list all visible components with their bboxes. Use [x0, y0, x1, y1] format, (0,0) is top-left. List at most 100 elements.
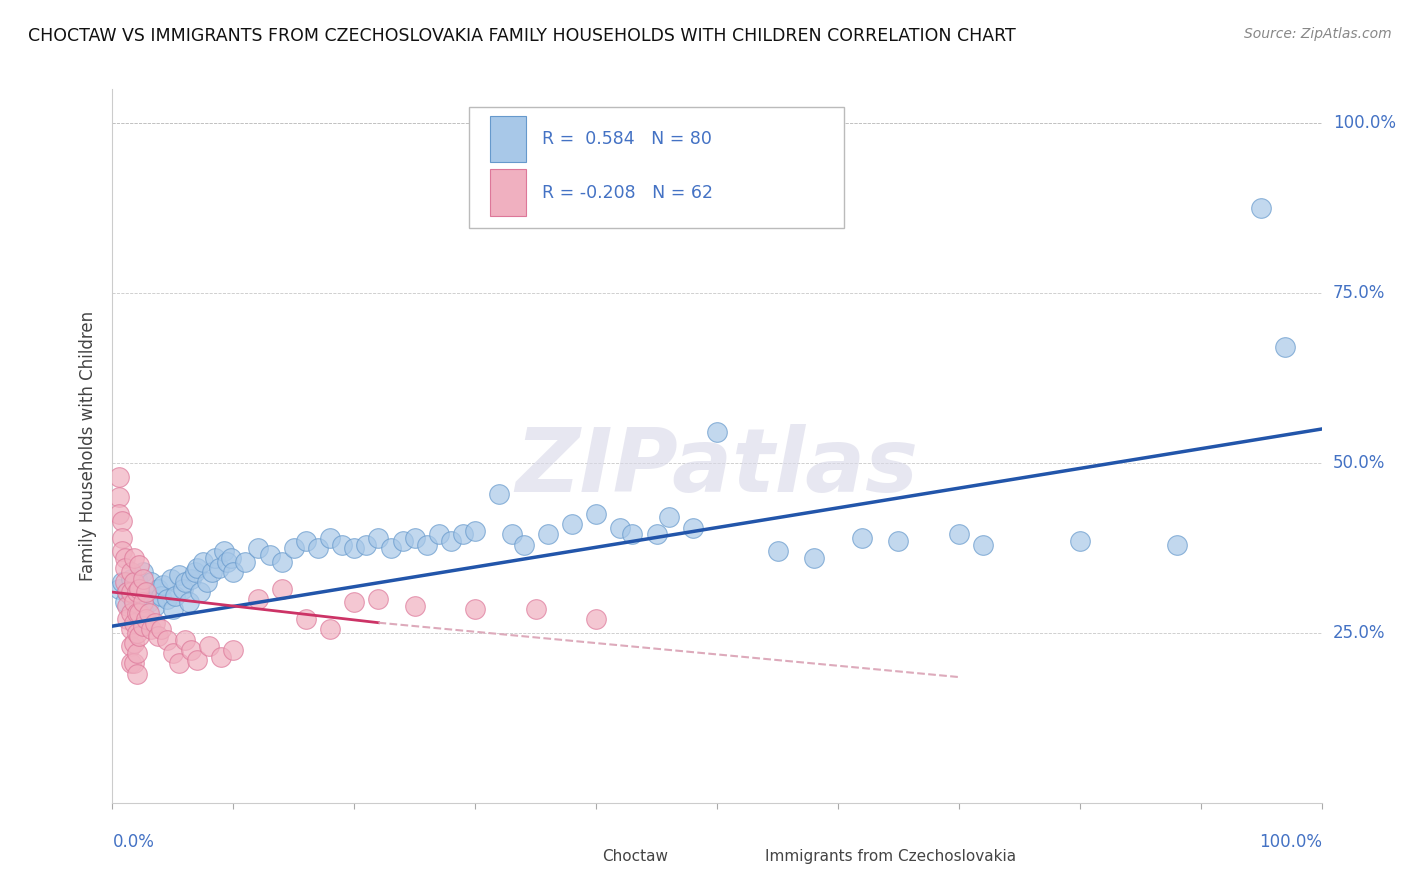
Point [149, 589, 172, 603]
Point [246, 591, 269, 606]
Point [222, 565, 245, 579]
Point [380, 541, 402, 555]
Point [191, 555, 214, 569]
Point [125, 626, 148, 640]
Point [120, 657, 142, 671]
Point [209, 649, 232, 664]
Point [120, 565, 142, 579]
Point [217, 555, 239, 569]
Point [159, 572, 181, 586]
Point [427, 527, 450, 541]
Point [135, 585, 157, 599]
Text: 50.0%: 50.0% [1333, 454, 1385, 472]
Point [120, 589, 142, 603]
Point [132, 565, 155, 579]
Point [851, 531, 873, 545]
Point [125, 666, 148, 681]
Point [512, 537, 534, 551]
Point [585, 507, 607, 521]
Point [1069, 534, 1091, 549]
Point [404, 531, 426, 545]
Point [148, 582, 170, 596]
FancyBboxPatch shape [470, 107, 844, 228]
Point [115, 585, 138, 599]
Point [488, 486, 510, 500]
Point [122, 574, 145, 589]
Point [319, 623, 342, 637]
Point [107, 507, 129, 521]
Point [295, 534, 318, 549]
Point [222, 643, 245, 657]
Text: 100.0%: 100.0% [1258, 833, 1322, 851]
Point [295, 612, 318, 626]
Point [120, 623, 142, 637]
Point [135, 612, 157, 626]
Point [204, 551, 226, 566]
Point [138, 595, 160, 609]
Point [143, 615, 166, 630]
Point [120, 606, 142, 620]
Point [107, 582, 129, 596]
Point [561, 517, 583, 532]
Point [122, 595, 145, 609]
Text: R =  0.584   N = 80: R = 0.584 N = 80 [541, 130, 711, 148]
Text: 0.0%: 0.0% [112, 833, 155, 851]
Point [198, 640, 221, 654]
Bar [565, 842, 596, 871]
Point [107, 469, 129, 483]
Point [111, 544, 134, 558]
Text: R = -0.208   N = 62: R = -0.208 N = 62 [541, 184, 713, 202]
Point [609, 520, 631, 534]
Point [180, 643, 202, 657]
Text: Choctaw: Choctaw [602, 849, 668, 863]
Point [464, 602, 486, 616]
Point [174, 632, 197, 647]
Point [165, 589, 187, 603]
Point [152, 578, 174, 592]
Point [138, 606, 160, 620]
Point [501, 527, 523, 541]
Point [464, 524, 486, 538]
Point [391, 534, 413, 549]
Text: 75.0%: 75.0% [1333, 284, 1385, 302]
Point [115, 585, 138, 599]
Text: 100.0%: 100.0% [1333, 114, 1396, 132]
Point [120, 640, 142, 654]
Point [177, 595, 200, 609]
Point [162, 602, 184, 616]
Point [156, 632, 179, 647]
Point [180, 572, 202, 586]
Point [128, 582, 150, 596]
Point [803, 551, 825, 566]
Point [195, 574, 218, 589]
Point [219, 551, 242, 566]
Text: ZIPatlas: ZIPatlas [516, 424, 918, 511]
Point [114, 561, 136, 575]
Point [270, 582, 292, 596]
Point [621, 527, 644, 541]
Point [212, 544, 235, 558]
Point [114, 551, 136, 566]
Point [141, 623, 163, 637]
Point [330, 537, 353, 551]
Point [156, 591, 179, 606]
Text: 25.0%: 25.0% [1333, 624, 1385, 642]
Point [167, 568, 190, 582]
Point [167, 657, 190, 671]
Point [125, 585, 148, 599]
Point [208, 561, 231, 575]
Point [122, 551, 145, 566]
Text: CHOCTAW VS IMMIGRANTS FROM CZECHOSLOVAKIA FAMILY HOUSEHOLDS WITH CHILDREN CORREL: CHOCTAW VS IMMIGRANTS FROM CZECHOSLOVAKI… [28, 27, 1017, 45]
Point [356, 537, 378, 551]
Point [972, 537, 994, 551]
Point [183, 565, 205, 579]
Point [887, 534, 910, 549]
Point [658, 510, 681, 524]
Point [128, 606, 150, 620]
Point [141, 574, 163, 589]
Point [143, 599, 166, 613]
Point [125, 646, 148, 660]
Point [585, 612, 607, 626]
Point [706, 425, 728, 440]
Point [645, 527, 668, 541]
